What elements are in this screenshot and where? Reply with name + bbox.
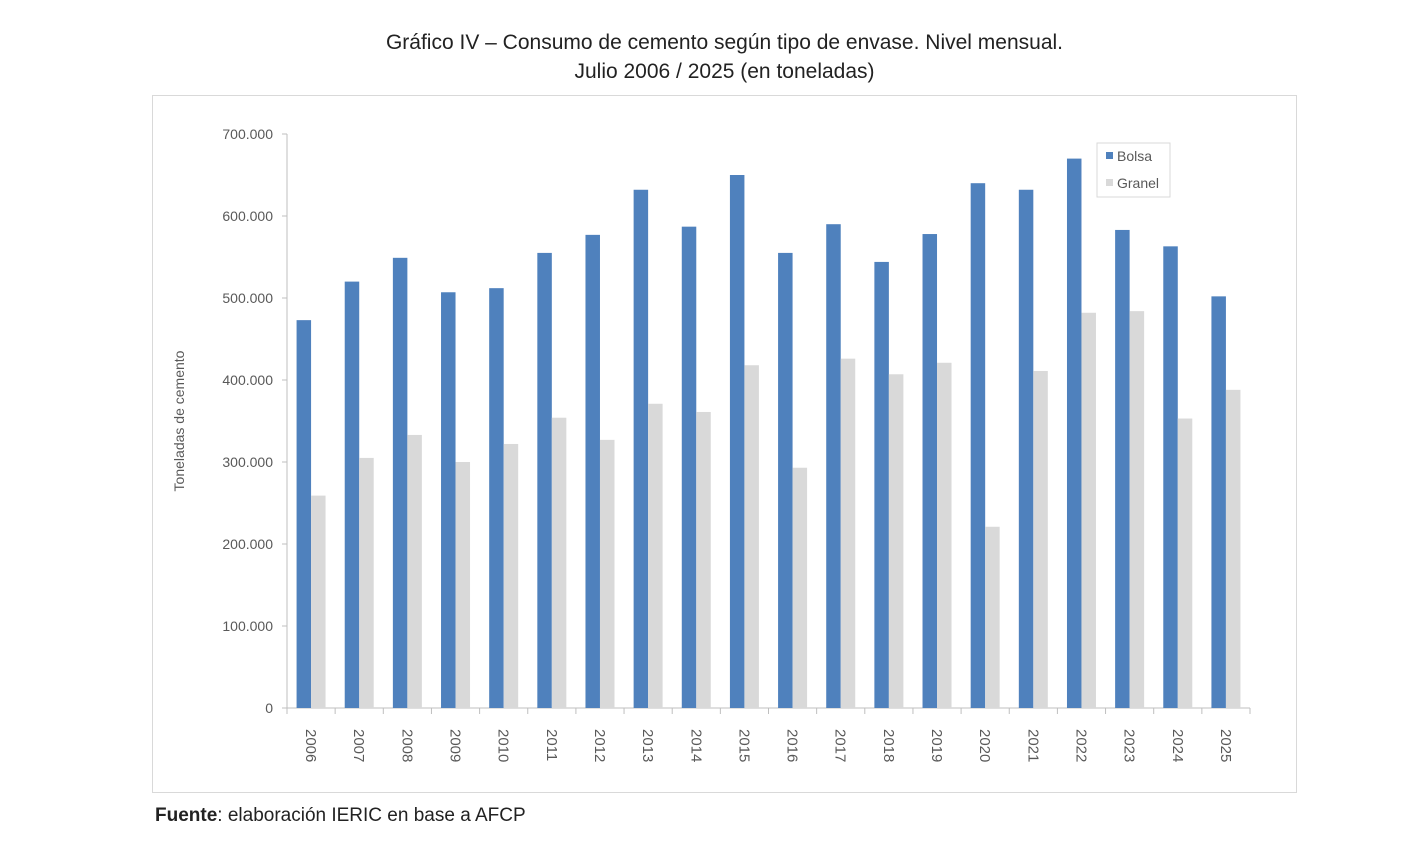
legend-box <box>1096 142 1171 198</box>
bar-granel-2006 <box>311 495 326 708</box>
y-tick-label: 700.000 <box>222 126 273 142</box>
x-tick-label: 2016 <box>784 729 801 762</box>
bar-granel-2020 <box>985 526 1000 708</box>
y-tick-label: 0 <box>265 700 273 716</box>
x-tick-label: 2021 <box>1024 729 1041 762</box>
y-tick-label: 500.000 <box>222 290 273 306</box>
bar-granel-2022 <box>1081 312 1096 708</box>
bar-bolsa-2012 <box>585 234 600 709</box>
bar-bolsa-2024 <box>1163 246 1178 708</box>
legend-swatch-granel <box>1106 179 1113 186</box>
x-tick-label: 2022 <box>1072 729 1089 762</box>
x-tick-label: 2014 <box>687 729 704 762</box>
x-tick-label: 2009 <box>447 729 464 762</box>
x-tick-label: 2007 <box>350 729 367 762</box>
bar-bolsa-2020 <box>970 183 986 708</box>
x-tick-label: 2020 <box>976 729 993 762</box>
bar-bolsa-2006 <box>296 320 312 708</box>
bar-bolsa-2015 <box>729 175 745 708</box>
y-tick-label: 600.000 <box>222 208 273 224</box>
x-tick-label: 2017 <box>832 729 849 762</box>
bar-bolsa-2019 <box>922 234 938 709</box>
chart-title: Gráfico IV – Consumo de cemento según ti… <box>385 31 1064 54</box>
bar-granel-2024 <box>1177 418 1193 708</box>
source-label: Fuente <box>155 805 218 826</box>
bar-granel-2025 <box>1225 389 1241 708</box>
bar-bolsa-2007 <box>344 281 360 708</box>
source-note: Fuente: elaboración IERIC en base a AFCP <box>155 805 526 827</box>
y-axis-title: Toneladas de cemento <box>171 350 187 491</box>
legend-swatch-bolsa <box>1106 152 1113 159</box>
bar-bolsa-2022 <box>1066 158 1082 709</box>
bar-bolsa-2011 <box>537 252 552 708</box>
bar-bolsa-2021 <box>1018 189 1034 708</box>
bar-granel-2013 <box>648 403 663 708</box>
bar-granel-2016 <box>792 467 808 708</box>
bar-granel-2008 <box>407 434 422 708</box>
bar-bolsa-2009 <box>441 292 456 708</box>
bar-granel-2010 <box>503 443 519 708</box>
bar-bolsa-2008 <box>392 257 408 708</box>
y-tick-label: 200.000 <box>222 536 273 552</box>
x-tick-label: 2010 <box>495 729 512 762</box>
x-tick-label: 2011 <box>543 729 560 761</box>
bar-granel-2012 <box>599 439 615 708</box>
bar-granel-2023 <box>1129 311 1145 708</box>
bar-granel-2014 <box>696 411 711 708</box>
source-text: : elaboración IERIC en base a AFCP <box>217 805 526 826</box>
x-tick-label: 2008 <box>398 729 415 762</box>
bar-bolsa-2010 <box>489 288 504 708</box>
legend-label-granel: Granel <box>1117 175 1159 191</box>
x-tick-label: 2015 <box>735 729 752 762</box>
x-tick-label: 2006 <box>302 729 319 762</box>
x-tick-label: 2023 <box>1121 729 1138 762</box>
y-tick-label: 400.000 <box>222 372 273 388</box>
x-tick-label: 2025 <box>1217 729 1234 762</box>
x-tick-label: 2018 <box>880 729 897 762</box>
bar-bolsa-2023 <box>1115 229 1130 708</box>
x-tick-label: 2013 <box>639 729 656 762</box>
x-tick-label: 2024 <box>1169 729 1186 762</box>
chart-subtitle: Julio 2006 / 2025 (en toneladas) <box>574 60 875 83</box>
bar-granel-2011 <box>551 417 567 708</box>
bar-granel-2017 <box>840 358 856 708</box>
bar-bolsa-2013 <box>633 189 649 708</box>
bar-granel-2018 <box>888 374 904 708</box>
bar-granel-2019 <box>937 362 952 708</box>
bar-granel-2009 <box>455 462 471 708</box>
bar-granel-2007 <box>359 457 374 708</box>
bar-granel-2015 <box>744 365 759 708</box>
y-tick-label: 100.000 <box>222 618 273 634</box>
x-tick-label: 2012 <box>591 729 608 762</box>
legend-label-bolsa: Bolsa <box>1117 148 1152 164</box>
bar-bolsa-2014 <box>681 226 697 708</box>
bar-bolsa-2025 <box>1211 296 1226 708</box>
bar-granel-2021 <box>1033 370 1048 708</box>
y-tick-label: 300.000 <box>222 454 273 470</box>
chart-frame <box>152 95 1297 793</box>
x-tick-label: 2019 <box>928 729 945 762</box>
bar-bolsa-2016 <box>778 252 793 708</box>
bar-bolsa-2017 <box>826 224 841 708</box>
bar-bolsa-2018 <box>874 261 889 708</box>
